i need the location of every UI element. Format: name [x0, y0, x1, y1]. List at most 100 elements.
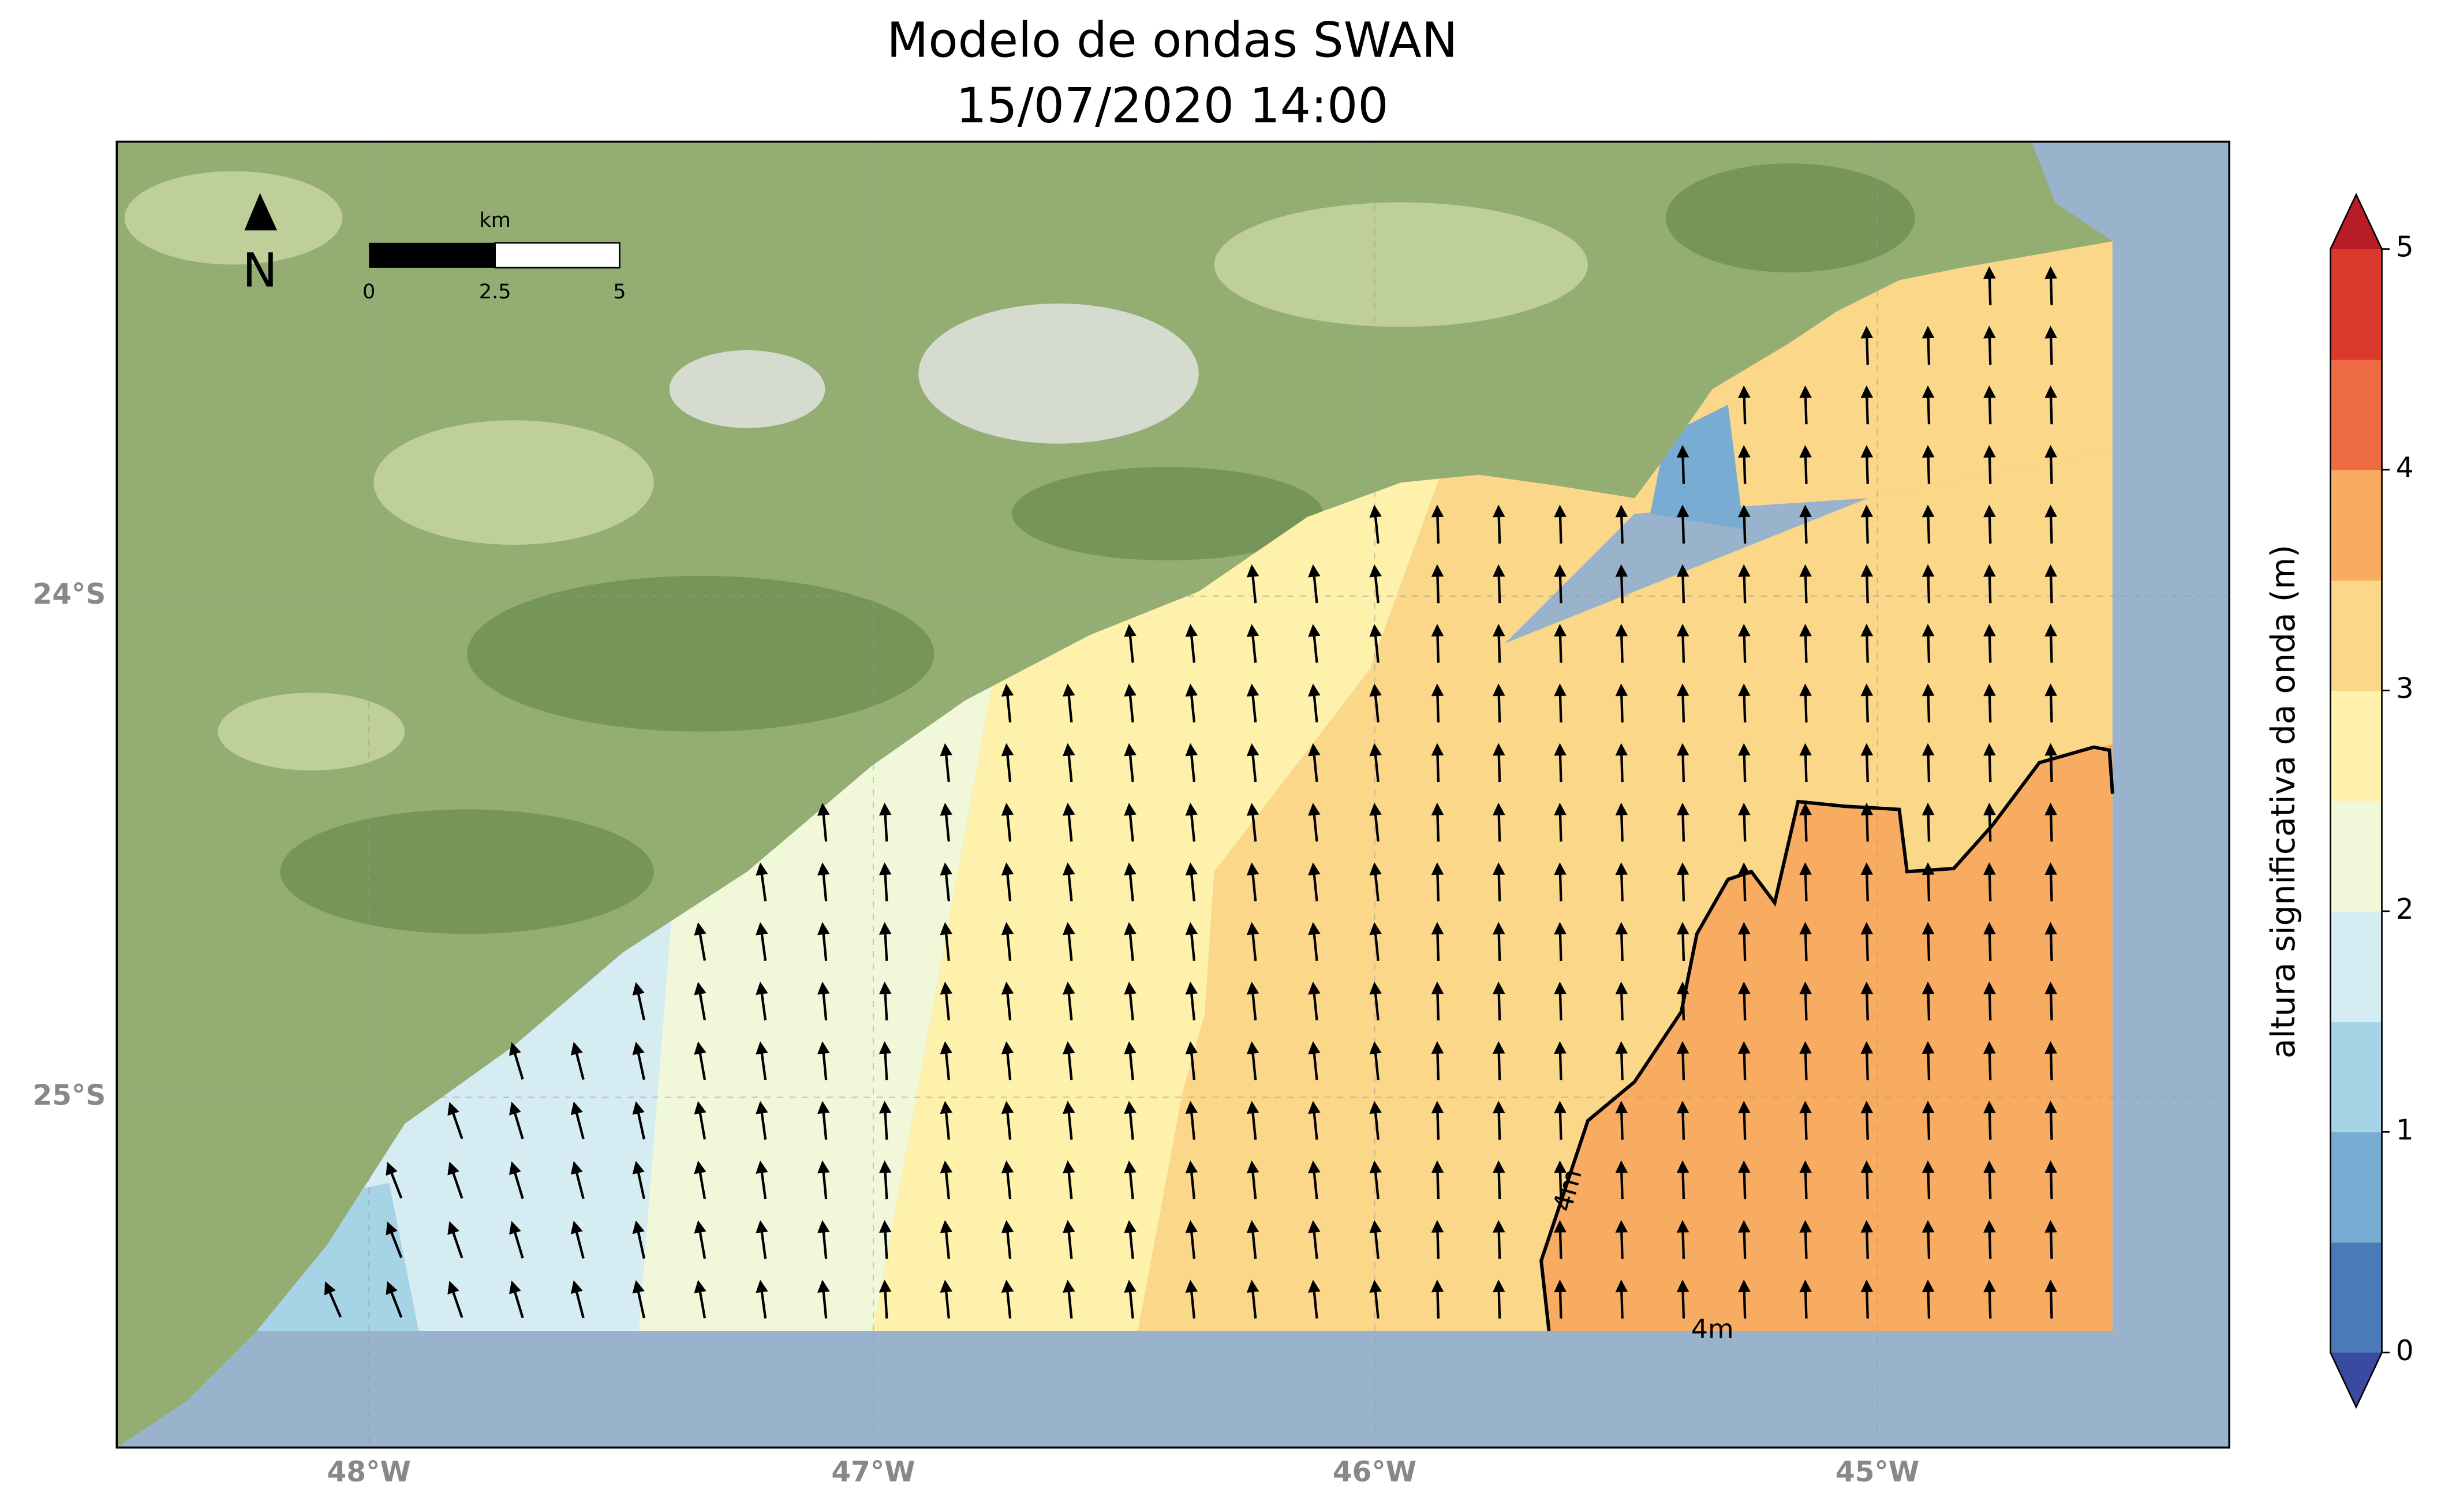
- wave-arrow-head: [756, 1279, 768, 1293]
- wave-arrow-head: [1554, 1160, 1567, 1173]
- wave-arrow-head: [940, 1101, 953, 1114]
- colorbar-extend-under: [2330, 1352, 2382, 1408]
- wave-arrow-head: [756, 922, 768, 935]
- wave-arrow-head: [1124, 1279, 1137, 1293]
- wave-arrow-head: [1308, 862, 1321, 875]
- colorbar-level: [2330, 911, 2382, 1022]
- wave-arrow-head: [817, 1101, 830, 1114]
- wave-arrow-head: [1431, 743, 1444, 756]
- wave-arrow-head: [1738, 1220, 1751, 1233]
- scale-tick: 5: [613, 280, 626, 304]
- wave-arrow-head: [1063, 1160, 1075, 1174]
- wave-arrow-head: [1001, 743, 1014, 757]
- wave-arrow-head: [1983, 1160, 1996, 1173]
- title-line1: Modelo de ondas SWAN: [887, 12, 1457, 69]
- wave-arrow-head: [940, 803, 953, 816]
- wave-arrow-head: [756, 1220, 768, 1234]
- wave-arrow-head: [509, 1102, 521, 1116]
- wave-arrow-head: [2044, 1041, 2057, 1054]
- wave-arrow-head: [1493, 1041, 1505, 1054]
- wave-arrow-head: [1246, 981, 1259, 995]
- wave-arrow-head: [817, 1041, 830, 1054]
- wave-arrow-head: [1063, 743, 1075, 757]
- colorbar-tick-label: 1: [2396, 1114, 2414, 1146]
- wave-arrow-head: [632, 1101, 645, 1115]
- wave-arrow-head: [1124, 1160, 1137, 1174]
- wave-arrow-head: [1063, 803, 1075, 816]
- wave-arrow-head: [879, 1101, 892, 1114]
- wave-arrow-head: [1554, 1101, 1567, 1114]
- wave-arrow-head: [2044, 1220, 2057, 1233]
- wave-arrow-head: [1185, 1041, 1198, 1054]
- wave-arrow-head: [1124, 1041, 1137, 1054]
- wave-arrow-head: [1369, 1160, 1382, 1174]
- wave-arrow-head: [632, 982, 645, 996]
- wave-arrow-head: [1860, 922, 1874, 935]
- wave-arrow-head: [1001, 981, 1014, 995]
- wave-arrow-head: [1124, 803, 1137, 816]
- wave-arrow-head: [1308, 743, 1321, 757]
- wave-arrow-head: [570, 1161, 583, 1175]
- wave-arrow-head: [1738, 385, 1751, 398]
- wave-arrow-head: [386, 1162, 398, 1176]
- wave-arrow-head: [1185, 862, 1198, 875]
- wave-arrow-head: [817, 803, 830, 816]
- wave-arrow-head: [570, 1101, 583, 1116]
- wave-arrow-head: [1922, 802, 1935, 815]
- land-shade: [1665, 163, 1915, 273]
- wave-arrow-head: [1738, 504, 1751, 518]
- wave-arrow-head: [1554, 1220, 1567, 1233]
- wave-arrow-head: [1738, 922, 1751, 935]
- wave-arrow-head: [1983, 1101, 1996, 1114]
- wave-arrow-head: [756, 982, 768, 995]
- wave-arrow-head: [1554, 504, 1567, 518]
- land-shade: [1214, 202, 1588, 327]
- north-label: N: [242, 244, 278, 298]
- wave-arrow-head: [2044, 802, 2057, 815]
- wave-arrow-head: [817, 1279, 830, 1293]
- wave-arrow-head: [1369, 1041, 1382, 1054]
- wave-arrow-head: [2044, 981, 2057, 994]
- colorbar-level: [2330, 800, 2382, 912]
- wave-arrow-head: [2044, 445, 2057, 458]
- wave-arrow-head: [1799, 445, 1812, 458]
- wave-arrow-head: [1124, 862, 1137, 875]
- wave-arrow-head: [817, 1160, 830, 1174]
- wave-arrow-head: [1922, 743, 1935, 756]
- wave-arrow-head: [1738, 564, 1751, 577]
- wave-arrow-head: [1246, 1160, 1259, 1174]
- wave-arrow-head: [570, 1221, 583, 1234]
- wave-arrow-head: [1369, 564, 1382, 578]
- wave-arrow-head: [1922, 325, 1935, 339]
- wave-arrow-head: [1431, 1160, 1444, 1173]
- wave-arrow-head: [940, 1041, 953, 1054]
- wave-arrow-head: [940, 743, 953, 757]
- wave-arrow-head: [1124, 1220, 1137, 1233]
- land-shade: [1012, 467, 1324, 560]
- wave-arrow-head: [940, 1160, 953, 1174]
- wave-arrow-head: [2044, 564, 2057, 577]
- wave-arrow-head: [879, 1041, 892, 1054]
- wave-arrow-head: [817, 1220, 830, 1233]
- wave-arrow-head: [1308, 1220, 1321, 1233]
- wave-arrow-head: [1983, 445, 1996, 458]
- lon-label: 47°W: [831, 1456, 915, 1488]
- wave-arrow-head: [1063, 1101, 1075, 1114]
- wave-arrow-head: [1860, 862, 1874, 875]
- wave-arrow-head: [1124, 1101, 1137, 1114]
- wave-arrow-head: [1799, 564, 1812, 577]
- wave-arrow-head: [2044, 862, 2057, 875]
- wave-arrow-head: [1799, 1041, 1812, 1054]
- wave-arrow-head: [1983, 743, 1996, 756]
- land-shade: [218, 693, 405, 771]
- lon-label: 48°W: [327, 1456, 411, 1488]
- wave-arrow-head: [1860, 1220, 1874, 1233]
- wave-arrow-head: [1676, 743, 1689, 756]
- wave-arrow-head: [879, 922, 892, 935]
- wave-arrow-head: [1676, 683, 1689, 697]
- wave-arrow-head: [1185, 803, 1198, 816]
- wave-arrow-head: [1983, 802, 1996, 815]
- colorbar-tick-label: 0: [2396, 1335, 2414, 1367]
- wave-arrow-head: [1922, 445, 1935, 458]
- wave-arrow-head: [386, 1221, 398, 1236]
